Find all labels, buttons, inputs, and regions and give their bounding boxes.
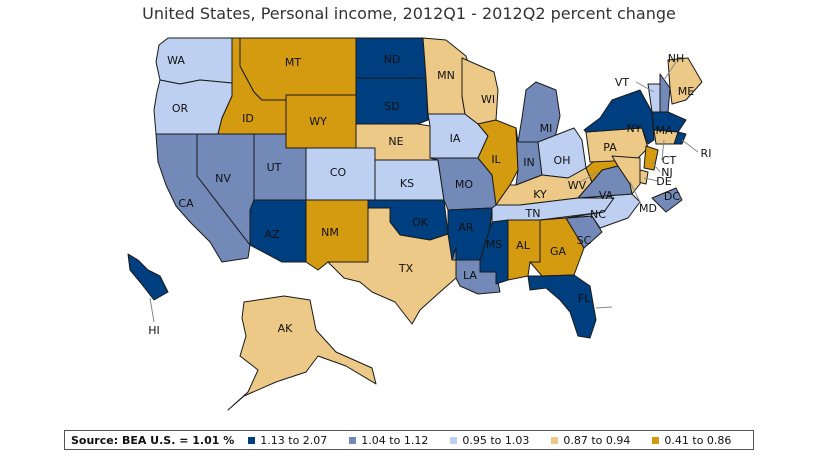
state-ma[interactable] (651, 111, 687, 133)
state-label-wv: WV (568, 179, 587, 192)
state-label-ut: UT (267, 161, 282, 174)
legend-swatch (349, 436, 357, 444)
state-md[interactable] (611, 155, 641, 195)
state-label-nc: NC (590, 208, 606, 221)
state-label-co: CO (330, 166, 347, 179)
state-label-il: IL (491, 153, 501, 166)
state-label-mi: MI (540, 122, 553, 135)
state-label-nv: NV (215, 172, 231, 185)
legend-label: 1.04 to 1.12 (361, 433, 429, 447)
legend-item: 1.04 to 1.12 (349, 434, 428, 447)
legend-label: 0.87 to 0.94 (563, 433, 631, 447)
leader-line-md (629, 181, 643, 207)
state-label-tx: TX (398, 262, 414, 275)
state-label-wy: WY (309, 115, 327, 128)
legend-item: 0.95 to 1.03 (450, 434, 529, 447)
state-label-sd: SD (384, 100, 399, 113)
state-label-mo: MO (455, 178, 473, 191)
state-label-nh: NH (668, 52, 685, 65)
state-label-ri: RI (701, 147, 712, 160)
state-label-sc: SC (577, 234, 592, 247)
legend-label: 0.41 to 0.86 (664, 433, 732, 447)
state-label-de: DE (656, 175, 671, 188)
state-label-nm: NM (321, 226, 339, 239)
state-label-me: ME (678, 85, 694, 98)
state-ny[interactable] (583, 89, 655, 145)
state-label-wi: WI (481, 93, 495, 106)
state-label-ca: CA (178, 197, 194, 210)
state-label-mn: MN (437, 69, 455, 82)
state-nc[interactable] (565, 193, 641, 229)
leader-line-ri (681, 139, 699, 153)
state-label-pa: PA (603, 141, 617, 154)
map-title: United States, Personal income, 2012Q1 -… (142, 4, 676, 23)
legend-swatch (450, 436, 458, 444)
leader-line-hi (149, 297, 155, 323)
leader-line-wv (579, 171, 599, 183)
state-label-ms: MS (486, 238, 502, 251)
state-label-ny: NY (627, 122, 642, 135)
state-label-ky: KY (533, 188, 547, 201)
legend-swatch (248, 436, 256, 444)
legend-swatch (551, 436, 559, 444)
state-mi[interactable] (517, 81, 561, 143)
state-label-nd: ND (384, 53, 401, 66)
state-label-ma: MA (655, 124, 672, 137)
state-label-al: AL (516, 239, 531, 252)
legend-label: 1.13 to 2.07 (260, 433, 328, 447)
state-label-vt: VT (615, 76, 630, 89)
state-ak[interactable] (227, 295, 377, 411)
state-label-oh: OH (554, 154, 571, 167)
state-wi[interactable] (461, 57, 499, 125)
leader-line-nh (663, 61, 677, 81)
leader-line-de (643, 177, 659, 182)
legend-source-label: Source: BEA U.S. = 1.01 % (71, 433, 235, 447)
state-label-az: AZ (264, 228, 280, 241)
state-label-in: IN (523, 156, 534, 169)
state-fl[interactable] (527, 274, 597, 339)
leader-line-fl (595, 306, 613, 309)
legend-label: 0.95 to 1.03 (462, 433, 530, 447)
state-label-mt: MT (285, 56, 301, 69)
state-label-dc: DC (664, 190, 680, 203)
state-ct[interactable] (653, 129, 679, 145)
state-me[interactable] (667, 57, 703, 105)
state-mt[interactable] (239, 37, 357, 101)
state-label-fl: FL (578, 292, 591, 305)
legend-item: 1.13 to 2.07 (248, 434, 327, 447)
state-nj[interactable] (643, 145, 659, 171)
state-label-hi: HI (148, 324, 160, 337)
state-label-md: MD (639, 202, 657, 215)
state-label-ok: OK (412, 216, 429, 229)
state-sd[interactable] (355, 77, 429, 125)
legend-item: 0.41 to 0.86 (652, 434, 731, 447)
leader-line-vt (635, 81, 655, 93)
state-label-nj: NJ (661, 166, 672, 179)
state-hi[interactable] (127, 253, 169, 301)
state-nh[interactable] (659, 73, 671, 113)
state-label-wa: WA (167, 54, 185, 67)
state-label-ne: NE (388, 135, 403, 148)
leader-line-ct (661, 139, 665, 161)
state-label-la: LA (463, 269, 477, 282)
state-label-ar: AR (458, 221, 474, 234)
state-label-ia: IA (450, 132, 461, 145)
legend-item: 0.87 to 0.94 (551, 434, 630, 447)
state-dc[interactable] (651, 187, 683, 213)
state-label-ak: AK (278, 322, 294, 335)
state-label-va: VA (599, 189, 614, 202)
state-label-or: OR (172, 102, 189, 115)
state-label-ga: GA (550, 245, 567, 258)
state-label-ks: KS (400, 177, 414, 190)
state-label-id: ID (242, 112, 254, 125)
state-label-ct: CT (662, 154, 677, 167)
state-label-tn: TN (525, 207, 541, 220)
legend-swatch (652, 436, 660, 444)
legend: Source: BEA U.S. = 1.01 % 1.13 to 2.07 1… (64, 430, 754, 450)
leader-line-nj (651, 161, 661, 173)
